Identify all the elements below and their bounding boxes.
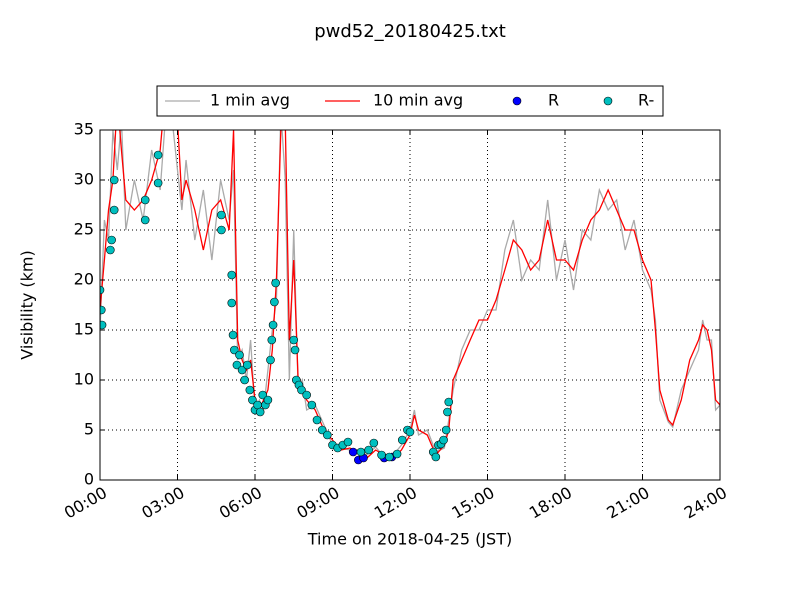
- data-point: [348, 447, 358, 457]
- data-point: [217, 210, 226, 220]
- data-point: [217, 225, 226, 235]
- data-point: [307, 400, 317, 410]
- legend-label: 10 min avg: [373, 91, 463, 110]
- data-point: [392, 449, 402, 459]
- data-point: [270, 297, 279, 307]
- legend-swatch: [603, 96, 613, 106]
- data-point: [297, 385, 306, 395]
- data-point: [237, 365, 247, 375]
- data-point: [240, 375, 249, 385]
- data-point: [405, 427, 415, 437]
- data-point: [235, 350, 244, 360]
- data-point: [100, 320, 107, 330]
- data-point: [227, 270, 237, 280]
- data-point: [140, 215, 150, 225]
- legend: 1 min avg 10 min avg R R-: [156, 85, 664, 117]
- data-point: [228, 330, 238, 340]
- data-point: [109, 205, 119, 215]
- legend-label: R-: [638, 91, 654, 110]
- data-point: [271, 278, 280, 288]
- plot-area: [100, 130, 720, 465]
- data-point: [242, 360, 252, 370]
- data-point: [343, 437, 353, 447]
- data-point: [439, 435, 448, 445]
- data-point: [441, 425, 451, 435]
- data-point: [227, 298, 237, 308]
- chart-title: pwd52_20180425.txt: [314, 21, 506, 42]
- series-line: [100, 130, 720, 458]
- data-point: [153, 178, 163, 188]
- data-point: [100, 285, 105, 295]
- data-point: [258, 390, 268, 400]
- y-axis-label: Visibility (km): [18, 250, 37, 359]
- y-tick-label: 25: [74, 220, 94, 239]
- data-point: [106, 245, 115, 255]
- data-point: [109, 175, 119, 185]
- data-point: [431, 452, 441, 462]
- data-point: [230, 345, 239, 355]
- data-point: [153, 150, 163, 160]
- data-point: [290, 345, 300, 355]
- data-point: [268, 320, 278, 330]
- data-point: [317, 425, 327, 435]
- data-point: [302, 390, 311, 400]
- data-point: [140, 195, 150, 205]
- data-point: [248, 395, 257, 405]
- x-axis-label: Time on 2018-04-25 (JST): [307, 530, 512, 549]
- data-point: [323, 430, 332, 440]
- data-point: [289, 335, 299, 345]
- data-point: [385, 452, 394, 462]
- data-point: [232, 360, 242, 370]
- data-point: [245, 385, 255, 395]
- data-point: [364, 445, 373, 455]
- y-tick-label: 35: [74, 120, 94, 139]
- y-tick-label: 15: [74, 320, 94, 339]
- y-tick-label: 0: [84, 470, 94, 489]
- data-point: [356, 447, 366, 457]
- y-tick-label: 30: [74, 170, 94, 189]
- legend-swatch: [512, 96, 522, 106]
- legend-label: R: [548, 91, 559, 110]
- series-line: [100, 130, 720, 459]
- data-point: [443, 407, 452, 417]
- data-point: [107, 235, 116, 245]
- y-tick-label: 5: [84, 420, 94, 439]
- data-point: [267, 335, 277, 345]
- y-tick-label: 20: [74, 270, 94, 289]
- legend-label: 1 min avg: [210, 91, 290, 110]
- legend-box: [156, 85, 664, 117]
- data-point: [255, 407, 265, 417]
- data-point: [444, 397, 454, 407]
- data-point: [312, 415, 322, 425]
- data-point: [397, 435, 407, 445]
- y-tick-label: 10: [74, 370, 94, 389]
- data-point: [377, 450, 386, 460]
- data-point: [263, 395, 273, 405]
- data-point: [369, 438, 379, 448]
- data-point: [266, 355, 275, 365]
- data-point: [100, 305, 106, 315]
